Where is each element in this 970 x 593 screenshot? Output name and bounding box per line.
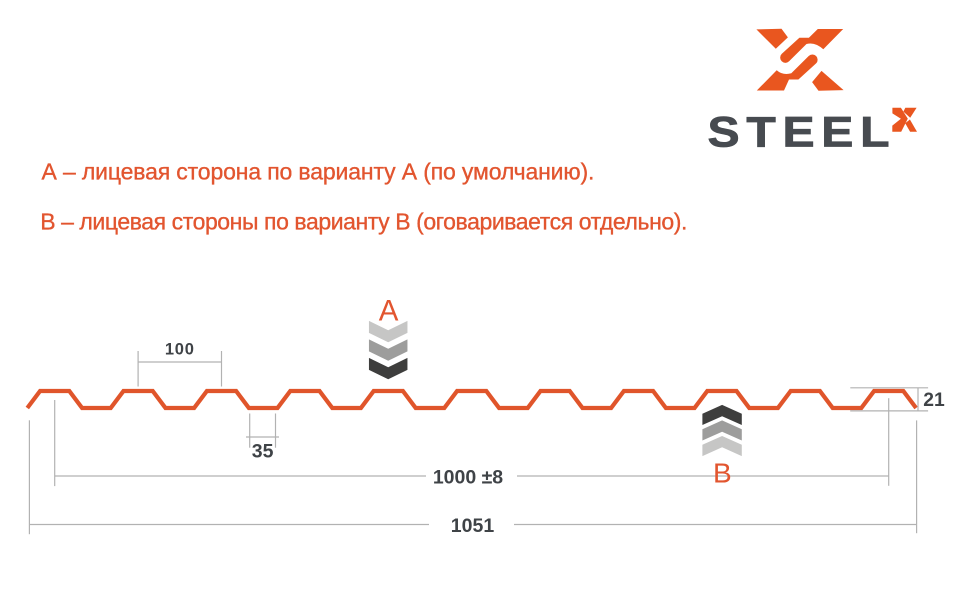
- svg-text:А: А: [379, 294, 399, 327]
- svg-text:21: 21: [923, 390, 945, 411]
- svg-text:100: 100: [165, 341, 195, 359]
- svg-text:1000 ±8: 1000 ±8: [433, 466, 503, 488]
- svg-text:А – лицевая сторона по вариант: А – лицевая сторона по варианту А (по ум…: [42, 159, 595, 185]
- svg-text:STEEL: STEEL: [708, 108, 897, 156]
- svg-text:В: В: [713, 458, 732, 489]
- svg-text:В – лицевая стороны по вариант: В – лицевая стороны по варианту В (огова…: [40, 208, 687, 234]
- svg-text:1051: 1051: [451, 515, 495, 537]
- svg-text:35: 35: [252, 441, 274, 463]
